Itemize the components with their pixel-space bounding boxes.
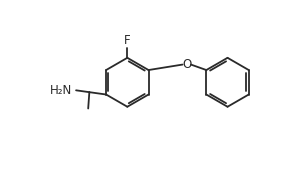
Text: O: O xyxy=(182,58,191,71)
Text: H₂N: H₂N xyxy=(50,84,73,97)
Text: F: F xyxy=(124,34,131,47)
